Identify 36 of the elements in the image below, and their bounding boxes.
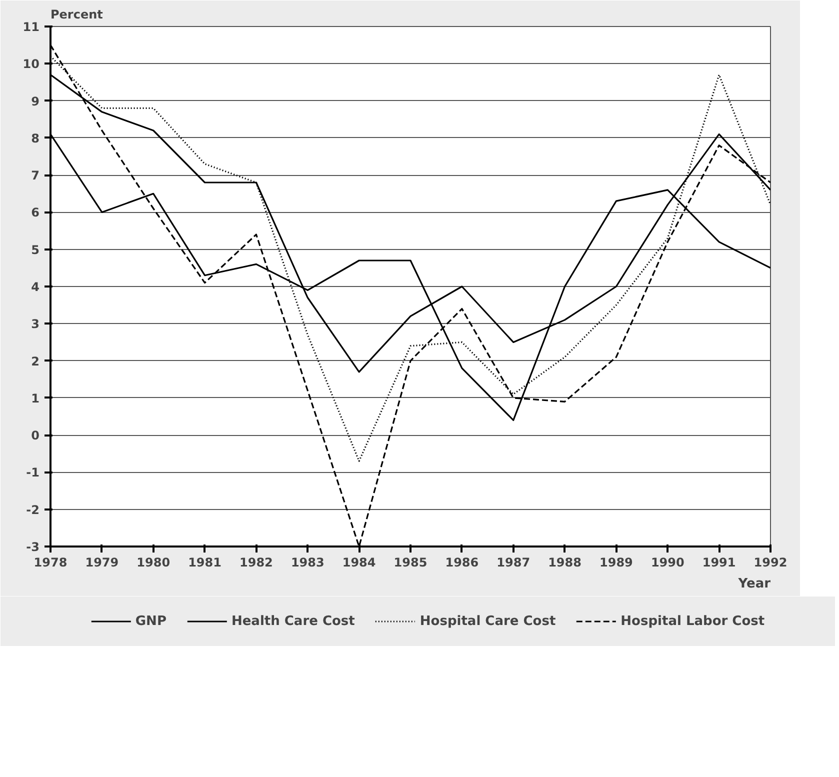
x-tick-label: 1981	[188, 556, 222, 570]
y-tick-label: 8	[31, 131, 40, 146]
x-tick-label: 1978	[34, 556, 68, 570]
y-tick-label: -1	[26, 466, 40, 480]
y-axis-title: Percent	[50, 8, 104, 22]
x-tick-label: 1992	[754, 556, 788, 570]
x-axis-title: Year	[737, 576, 772, 592]
y-tick-label: 0	[31, 428, 40, 443]
x-tick-label: 1984	[342, 556, 376, 570]
x-tick-label: 1980	[136, 556, 170, 570]
y-tick-label: -2	[26, 502, 40, 517]
x-tick-label: 1985	[394, 556, 428, 570]
y-tick-label: 3	[31, 317, 40, 332]
y-tick-label: 2	[31, 354, 40, 368]
x-tick-label: 1990	[650, 556, 684, 570]
y-tick-label: 9	[31, 94, 40, 108]
y-tick-label: 7	[31, 168, 40, 183]
x-tick-label: 1987	[496, 556, 530, 570]
x-tick-label: 1988	[548, 556, 582, 570]
x-tick-label: 1989	[600, 556, 633, 570]
legend-label: Health Care Cost	[231, 614, 355, 628]
legend-label: Hospital Care Cost	[420, 614, 556, 628]
legend-label: Hospital Labor Cost	[620, 614, 765, 628]
x-tick-label: 1979	[85, 556, 119, 570]
x-tick-label: 1991	[702, 556, 736, 570]
y-tick-label: 1	[31, 391, 40, 406]
x-tick-label: 1983	[290, 556, 324, 570]
x-tick-label: 1986	[445, 556, 479, 570]
y-tick-label: 4	[31, 280, 40, 294]
y-tick-label: 11	[22, 20, 40, 34]
x-tick-label: 1982	[240, 556, 273, 570]
y-tick-label: 5	[31, 242, 40, 257]
y-tick-label: 10	[22, 57, 40, 72]
legend-label: GNP	[135, 614, 166, 628]
y-tick-label: -3	[26, 540, 40, 554]
y-tick-label: 6	[31, 206, 40, 220]
